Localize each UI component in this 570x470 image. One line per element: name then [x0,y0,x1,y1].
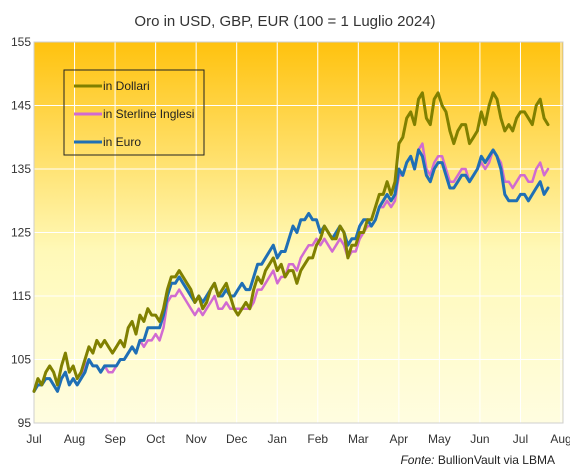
y-tick-label: 145 [11,99,31,113]
y-tick-label: 135 [11,162,31,176]
chart-title: Oro in USD, GBP, EUR (100 = 1 Luglio 202… [134,13,435,30]
legend-label-sterline: in Sterline Inglesi [103,107,194,121]
source-note: Fonte: BullionVault via LBMA [400,453,555,467]
x-tick-label: Mar [348,432,369,446]
x-tick-label: Feb [307,432,328,446]
legend-box [63,69,205,156]
series-line-in-dollari [32,91,550,393]
series-line-in-euro [32,148,550,393]
y-tick-label: 105 [11,353,31,367]
plot-border [33,41,564,424]
x-tick-label: Jul [26,432,41,446]
legend: in Dollari in Sterline Inglesi in Euro [63,69,205,156]
x-tick-label: May [428,432,451,446]
series-lines [32,91,550,393]
x-tick-label: Jan [268,432,287,446]
axes: 95 105 115 125 135 145 155 Jul Aug Sep Oct Nov Dec Ja… [11,35,570,446]
x-tick-label: Dec [226,432,247,446]
source-name: BullionVault via LBMA [434,453,555,467]
x-tick-label: Apr [390,432,409,446]
x-tick-label: Aug [550,432,570,446]
x-tick-label: Oct [146,432,165,446]
source-prefix: Fonte: [400,453,434,467]
y-tick-label: 95 [18,416,32,430]
x-tick-label: Sep [104,432,126,446]
legend-label-euro: in Euro [103,135,141,149]
x-tick-label: Nov [185,432,206,446]
legend-label-dollari: in Dollari [103,79,150,93]
x-tick-label: Jul [513,432,528,446]
y-tick-label: 155 [11,35,31,49]
y-tick-label: 115 [12,289,31,303]
y-tick-label: 125 [11,226,31,240]
x-tick-label: Jun [470,432,489,446]
x-tick-label: Aug [64,432,85,446]
